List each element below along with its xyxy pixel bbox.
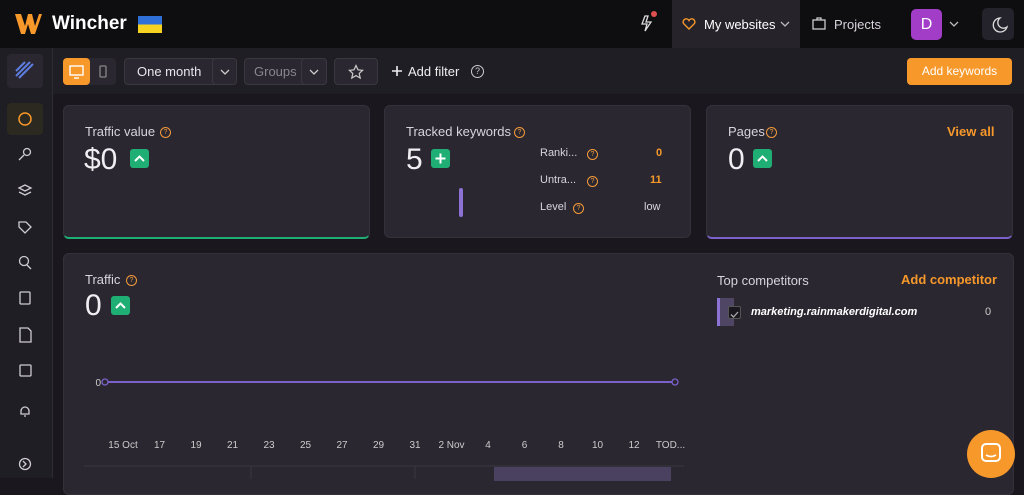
help-icon: ? (126, 275, 137, 286)
chevron (780, 21, 790, 27)
stat-value: low (644, 201, 661, 213)
x-tick-label: 17 (154, 440, 166, 451)
x-tick-label: 23 (263, 440, 275, 451)
x-tick-label: 12 (628, 440, 640, 451)
traffic-card: Traffic ? 0 0 15 Oct 17 19 21 23 25 27 29 31 2 Nov… (63, 253, 1014, 495)
x-tick-label: 15 Oct (108, 440, 138, 451)
stat-label: Untra... (540, 174, 577, 186)
updates-icon[interactable] (636, 10, 660, 34)
x-tick-label: TOD... (656, 440, 685, 451)
trend-badge (111, 296, 130, 315)
help-icon: ? (573, 203, 584, 214)
sidebar (0, 48, 53, 478)
help-icon: ? (160, 127, 171, 138)
toolbar: One month Groups Add filter ? Add keywor… (53, 48, 1024, 94)
help-icon: ? (514, 127, 525, 138)
device-toggle (63, 58, 116, 85)
traffic-value-card: Traffic value ? $0 (63, 105, 370, 239)
x-tick-label: 10 (592, 440, 604, 451)
x-tick-label: 4 (485, 440, 491, 451)
sidebar-icons (7, 54, 43, 471)
x-tick-label: 6 (522, 440, 528, 451)
competitor-bar (717, 298, 734, 326)
nav-item[interactable]: My websites (704, 17, 776, 32)
trend-badge (753, 149, 772, 168)
add-competitor-link[interactable]: Add competitor (901, 272, 998, 287)
card-title: Traffic (85, 272, 121, 287)
x-tick-label: 25 (300, 440, 312, 451)
x-tick-label: 29 (373, 440, 385, 451)
line-endpoint (671, 378, 679, 386)
flag (138, 16, 162, 33)
stat-value: 11 (650, 174, 662, 186)
theme-toggle[interactable] (982, 8, 1014, 40)
line-endpoint (101, 378, 109, 386)
chat-button[interactable] (967, 430, 1015, 478)
y-tick-label: 0 (95, 378, 101, 389)
tracked-keywords-card: Tracked keywords ? 5 Ranki... ? 0 Untra.… (384, 105, 691, 238)
stat-value: 0 (656, 147, 663, 159)
help-icon: ? (766, 127, 777, 138)
help-icon: ? (587, 176, 598, 187)
help-icon[interactable]: ? (471, 65, 484, 78)
groups-chevron[interactable] (301, 58, 327, 85)
x-tick-label: 8 (558, 440, 564, 451)
competitors-title: Top competitors (717, 273, 809, 288)
pages-card: Pages ? View all 0 (706, 105, 1013, 239)
card-value: $0 (84, 143, 118, 176)
stat-label: Ranki... (540, 147, 578, 159)
x-tick-label: 31 (409, 440, 421, 451)
mobile-button[interactable] (90, 58, 116, 85)
checkbox[interactable] (728, 306, 741, 319)
logo-icon (15, 14, 42, 34)
trend-badge (130, 149, 149, 168)
x-tick-label: 19 (190, 440, 202, 451)
desktop-button[interactable] (63, 58, 90, 85)
x-tick-label: 21 (227, 440, 239, 451)
add-keywords-button[interactable]: Add keywords (907, 58, 1012, 85)
competitor-domain[interactable]: marketing.rainmakerdigital.com (751, 306, 918, 318)
groups-label: Groups (254, 64, 297, 79)
briefcase-icon (812, 17, 826, 30)
card-title: Tracked keywords (406, 124, 511, 139)
top-bar: Wincher My websites Projects D (0, 0, 1024, 48)
competitor-value: 0 (985, 306, 992, 318)
avatar[interactable]: D (911, 9, 942, 40)
period-label: One month (137, 64, 202, 79)
help-icon: ? (587, 149, 598, 160)
card-value: 5 (406, 143, 423, 176)
x-tick-label: 27 (336, 440, 348, 451)
range-selection[interactable] (494, 467, 671, 481)
favorite-button[interactable] (334, 58, 378, 85)
period-chevron[interactable] (212, 58, 237, 85)
card-value: 0 (728, 143, 745, 176)
add-filter[interactable]: Add filter (408, 64, 460, 79)
chevron (949, 21, 959, 27)
stat-label: Level (540, 201, 567, 213)
card-value: 0 (85, 289, 102, 322)
card-title: Traffic value (85, 124, 156, 139)
view-all-link[interactable]: View all (947, 124, 995, 139)
x-tick-label: 2 Nov (438, 440, 464, 451)
nav-item[interactable]: Projects (834, 17, 881, 32)
plus-icon (392, 66, 402, 76)
mini-bar (459, 188, 463, 217)
traffic-chart: 0 15 Oct 17 19 21 23 25 27 29 31 2 Nov 4 6 8 10 12 TOD..… (84, 378, 685, 481)
add-badge[interactable] (431, 149, 450, 168)
brand[interactable]: Wincher (52, 13, 127, 34)
heart-icon (682, 18, 696, 30)
card-title: Pages (728, 124, 765, 139)
